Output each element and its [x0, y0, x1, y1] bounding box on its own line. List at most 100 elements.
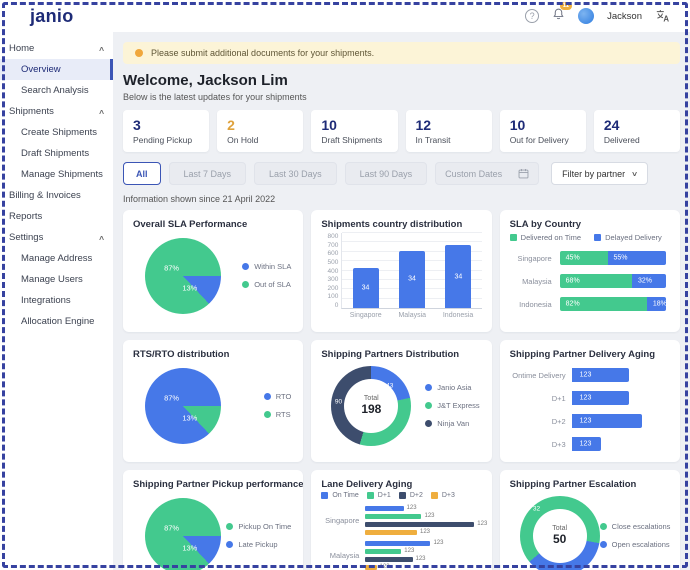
legend-item-janio-asia: Janio Asia: [425, 383, 479, 392]
sidebar-item-create-shipments[interactable]: Create Shipments: [0, 122, 113, 143]
custom-dates-input[interactable]: Custom Dates: [435, 162, 540, 185]
group-bar: [365, 556, 413, 562]
chart-card-shipping-partner-escalation: Shipping Partner Escalation 3218Total50C…: [499, 470, 680, 570]
stat-label: On Hold: [227, 135, 259, 145]
legend-dot-icon: [599, 541, 607, 548]
sidebar-item-reports[interactable]: Reports: [0, 206, 113, 227]
filter-tab-last-30-days[interactable]: Last 30 Days: [254, 162, 337, 185]
alert-banner: Please submit additional documents for y…: [123, 42, 680, 64]
chart-card-shipping-partners-distribution: Shipping Partners Distribution 436590Tot…: [311, 340, 492, 462]
stacked-segment: 45%: [559, 251, 608, 265]
legend-item-j-t-express: J&T Express: [425, 401, 480, 410]
group-label: Malaysia: [329, 550, 360, 560]
legend-item-within-sla: Within SLA: [242, 262, 291, 271]
hbar-bar: 123: [571, 437, 602, 451]
group-bar-row: 123: [365, 521, 487, 527]
sidebar-item-label: Integrations: [21, 295, 71, 306]
sidebar-item-home[interactable]: Home ∧: [0, 38, 113, 59]
chart-title: Shipping Partner Delivery Aging: [509, 349, 655, 360]
stat-card-draft-shipments[interactable]: 10 Draft Shipments: [311, 110, 398, 152]
legend-label: Delivered on Time: [520, 233, 582, 242]
sidebar-item-allocation-engine[interactable]: Allocation Engine: [0, 311, 113, 332]
chart-legend: Close escalations Open escalations: [599, 522, 670, 549]
sidebar-item-billing-invoices[interactable]: Billing & Invoices: [0, 185, 113, 206]
donut-area: 3218Total50 Close escalations Open escalat…: [510, 490, 670, 570]
donut-center-label: Total: [363, 395, 379, 402]
bar-malaysia: 34: [398, 250, 425, 308]
donut-graphic: 3218Total50: [519, 495, 600, 570]
sidebar-item-manage-users[interactable]: Manage Users: [0, 269, 113, 290]
sidebar-item-draft-shipments[interactable]: Draft Shipments: [0, 143, 113, 164]
legend-dot-icon: [263, 393, 271, 400]
x-tick-label: Singapore: [349, 311, 382, 319]
notifications-button[interactable]: 11: [552, 1, 573, 26]
chart-card-shipping-partner-delivery-aging: Shipping Partner Delivery Aging Ontime D…: [499, 340, 680, 462]
chart-card-sla-by-country: SLA by Country Delivered on Time Delayed …: [499, 210, 680, 332]
pie-area: 13% 87% Pickup On Time Late Pickup: [133, 490, 293, 570]
filter-tab-all[interactable]: All: [123, 162, 161, 185]
stat-card-delivered[interactable]: 24 Delivered: [593, 110, 681, 152]
hbar-rows: Ontime Delivery 123 D+1 123 D+2 123 D+3 123: [510, 360, 670, 451]
y-tick-label: 500: [327, 258, 339, 266]
chart-legend: Pickup On Time Late Pickup: [226, 522, 291, 549]
group-bar-row: 123: [365, 505, 477, 511]
stat-card-in-transit[interactable]: 12 In Transit: [405, 110, 492, 152]
shipping-partner-escalation-donut: 3218Total50 Close escalations Open escalat…: [510, 490, 670, 570]
vbar-main: 800 700 600 500 400 300 200 100 0 34 34 34: [321, 232, 482, 309]
avatar[interactable]: [578, 8, 595, 24]
stat-card-on-hold[interactable]: 2 On Hold: [217, 110, 304, 152]
legend-item-delivered-on-time: Delivered on Time: [509, 233, 582, 242]
sidebar-item-label: Search Analysis: [21, 85, 89, 96]
y-tick-label: 100: [327, 293, 339, 301]
topbar-actions: ? 11 Jackson A: [525, 1, 670, 26]
legend-dot-icon: [425, 384, 433, 391]
sidebar: Home ∧ Overview Search Analysis Shipments ∧ Cr…: [0, 32, 113, 570]
help-icon[interactable]: ?: [525, 9, 540, 23]
chevron-up-icon: ∧: [97, 234, 106, 242]
sidebar-item-integrations[interactable]: Integrations: [0, 290, 113, 311]
sidebar-item-label: Manage Users: [21, 274, 83, 285]
bar-value-label: 123: [433, 540, 444, 546]
charts-grid: Overall SLA Performance 13% 87% Within SLA…: [123, 210, 680, 570]
filter-tab-last-7-days[interactable]: Last 7 Days: [168, 162, 247, 185]
stat-card-out-for-delivery[interactable]: 10 Out for Delivery: [499, 110, 586, 152]
partner-filter-dropdown[interactable]: Filter by partner ∨: [551, 162, 649, 185]
chart-title: Shipments country distribution: [321, 219, 463, 230]
sidebar-item-overview[interactable]: Overview: [0, 59, 113, 80]
chart-card-overall-sla-performance: Overall SLA Performance 13% 87% Within SLA…: [123, 210, 304, 332]
sidebar-item-label: Manage Address: [21, 253, 93, 264]
hbar-track: 123: [571, 391, 664, 405]
legend-label: On Time: [332, 492, 359, 499]
sidebar-item-search-analysis[interactable]: Search Analysis: [0, 80, 113, 101]
translate-icon[interactable]: A: [655, 9, 670, 23]
sidebar-item-manage-shipments[interactable]: Manage Shipments: [0, 164, 113, 185]
segment-label: 45%: [565, 254, 580, 262]
chart-card-rts-rto-distribution: RTS/RTO distribution 13% 87% RTO RTS: [123, 340, 304, 462]
chart-card-shipping-partner-pickup-performance: Shipping Partner Pickup performance 13% 8…: [123, 470, 304, 570]
hbar-bar: 123: [571, 391, 629, 405]
chart-title: Shipping Partner Pickup performance: [133, 479, 304, 490]
overall-sla-performance-pie: 13% 87% Within SLA Out of SLA: [133, 230, 293, 321]
sidebar-item-settings[interactable]: Settings ∧: [0, 227, 113, 248]
legend-label: Janio Asia: [437, 383, 472, 392]
segment-label: 55%: [613, 254, 628, 262]
stat-label: Out for Delivery: [509, 135, 569, 145]
group-bar-row: 123: [365, 564, 477, 570]
legend-dot-icon: [226, 541, 234, 548]
sidebar-item-manage-address[interactable]: Manage Address: [0, 248, 113, 269]
stat-card-pending-pickup[interactable]: 3 Pending Pickup: [123, 110, 210, 152]
x-tick-label: Indonesia: [442, 311, 474, 319]
group-bar: [365, 529, 417, 535]
sidebar-item-shipments[interactable]: Shipments ∧: [0, 101, 113, 122]
bar-value-label: 34: [454, 273, 463, 281]
y-tick-label: 0: [334, 302, 339, 309]
stat-value: 2: [227, 117, 235, 133]
filter-tab-last-90-days[interactable]: Last 90 Days: [344, 162, 428, 185]
chart-title: Overall SLA Performance: [133, 219, 248, 230]
pie-slice-label: 13%: [182, 543, 198, 553]
legend-item-ninja-van: Ninja Van: [425, 419, 479, 428]
user-name[interactable]: Jackson: [607, 10, 642, 22]
group-bar: [365, 521, 475, 527]
stat-value: 10: [509, 117, 526, 133]
